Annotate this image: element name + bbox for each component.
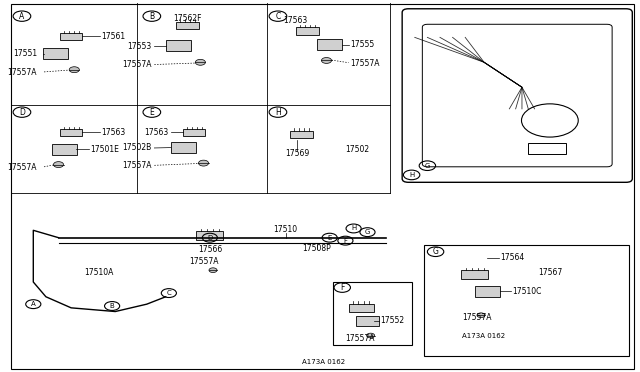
Text: 17557A: 17557A — [189, 257, 218, 266]
Text: C: C — [166, 290, 172, 296]
Text: 17557A: 17557A — [351, 58, 380, 68]
Text: 17553: 17553 — [127, 42, 152, 51]
Bar — [461, 270, 488, 279]
Circle shape — [477, 313, 485, 318]
Text: 17510C: 17510C — [513, 287, 542, 296]
Text: 17561: 17561 — [100, 32, 125, 41]
Text: 17563: 17563 — [145, 128, 169, 137]
Bar — [290, 131, 312, 138]
Text: A173A 0162: A173A 0162 — [462, 333, 505, 339]
Polygon shape — [356, 316, 379, 326]
Polygon shape — [171, 142, 196, 153]
Text: E: E — [328, 235, 332, 241]
Text: 17510A: 17510A — [84, 267, 113, 277]
Polygon shape — [43, 48, 68, 60]
Text: B: B — [109, 303, 115, 309]
Text: A: A — [19, 12, 24, 21]
Text: 17557A: 17557A — [346, 334, 375, 343]
Circle shape — [69, 67, 79, 73]
Polygon shape — [317, 39, 342, 51]
Text: 17501E: 17501E — [90, 145, 119, 154]
Bar — [296, 27, 319, 35]
Text: 17557A: 17557A — [8, 68, 37, 77]
Text: 17508P: 17508P — [303, 244, 332, 253]
Text: 17551: 17551 — [13, 49, 37, 58]
Text: 17510: 17510 — [273, 225, 298, 234]
Text: D: D — [19, 108, 25, 117]
Circle shape — [367, 333, 374, 338]
Bar — [196, 231, 223, 240]
Bar — [60, 33, 83, 40]
Text: G: G — [433, 247, 438, 256]
Text: F: F — [340, 283, 344, 292]
Circle shape — [195, 60, 205, 65]
Text: 17557A: 17557A — [8, 163, 37, 171]
Text: 17557A: 17557A — [122, 161, 152, 170]
Bar — [177, 22, 199, 29]
Bar — [528, 142, 566, 154]
Circle shape — [209, 268, 217, 273]
Text: 17563: 17563 — [100, 128, 125, 137]
Text: G: G — [365, 229, 370, 235]
Text: 17557A: 17557A — [122, 60, 152, 70]
Text: H: H — [409, 172, 414, 178]
Text: D: D — [207, 235, 212, 241]
Bar — [183, 129, 205, 136]
Text: 17502B: 17502B — [123, 144, 152, 153]
Bar — [60, 129, 83, 136]
Circle shape — [321, 58, 332, 63]
Text: 17557A: 17557A — [462, 313, 492, 322]
Bar — [349, 304, 374, 312]
Text: 17569: 17569 — [285, 149, 309, 158]
Text: 17566: 17566 — [198, 246, 222, 254]
Text: F: F — [344, 238, 348, 244]
Text: 17502: 17502 — [346, 145, 369, 154]
Text: C: C — [275, 12, 280, 21]
Text: A: A — [31, 301, 36, 307]
Text: 17562F: 17562F — [173, 13, 202, 22]
Text: 17567: 17567 — [538, 268, 562, 277]
Text: G: G — [425, 163, 430, 169]
Text: H: H — [351, 225, 356, 231]
Text: 17564: 17564 — [500, 253, 524, 263]
Circle shape — [198, 160, 209, 166]
Text: E: E — [150, 108, 154, 117]
Polygon shape — [475, 286, 500, 297]
Polygon shape — [166, 40, 191, 51]
Text: 17563: 17563 — [283, 16, 307, 25]
Circle shape — [54, 161, 63, 167]
Polygon shape — [52, 144, 77, 155]
Text: A173A 0162: A173A 0162 — [302, 359, 345, 365]
Text: 17552: 17552 — [380, 316, 404, 325]
Text: B: B — [149, 12, 154, 21]
Text: 17555: 17555 — [351, 41, 374, 49]
Text: H: H — [275, 108, 281, 117]
